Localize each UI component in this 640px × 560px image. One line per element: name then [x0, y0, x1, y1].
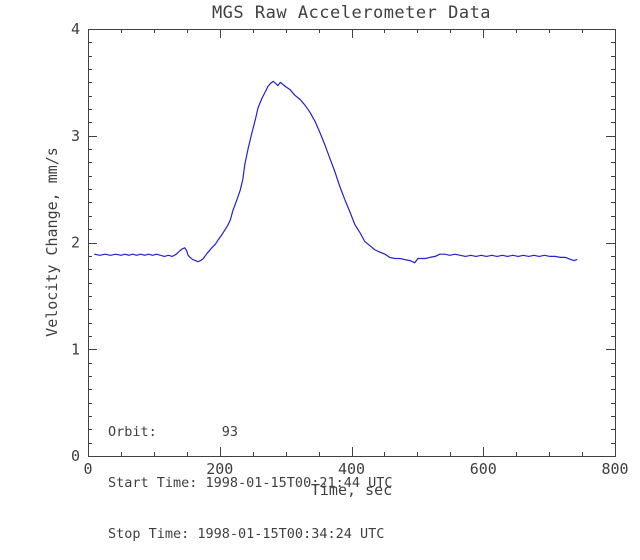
series-layer — [93, 80, 578, 264]
y-axis-title: Velocity Change, mm/s — [43, 147, 61, 337]
annotation-block: Orbit: 93 Start Time: 1998-01-15T00:21:4… — [108, 390, 392, 560]
y-tick-label: 0 — [71, 447, 80, 465]
x-axis-title: Time, sec — [310, 481, 393, 499]
axes-layer — [88, 29, 616, 457]
stop-time-annotation: Stop Time: 1998-01-15T00:34:24 UTC — [108, 526, 385, 542]
y-tick-label: 4 — [71, 20, 80, 38]
y-tick-label: 2 — [71, 234, 80, 252]
x-tick-label: 200 — [206, 460, 233, 478]
y-tick-label: 3 — [71, 127, 80, 145]
data-series-line — [93, 80, 578, 264]
x-tick-label: 800 — [601, 460, 628, 478]
tick-label-layer: 0 200 400 600 800 0 1 2 3 4 — [71, 20, 629, 478]
x-tick-label: 400 — [338, 460, 365, 478]
accelerometer-chart: 0 200 400 600 800 0 1 2 3 4 — [71, 20, 629, 478]
x-tick-label: 600 — [470, 460, 497, 478]
y-tick-label: 1 — [71, 340, 80, 358]
x-tick-label: 0 — [83, 460, 92, 478]
orbit-annotation: Orbit: 93 — [108, 424, 239, 440]
chart-title: MGS Raw Accelerometer Data — [211, 3, 492, 23]
start-time-annotation: Start Time: 1998-01-15T00:21:44 UTC — [108, 475, 393, 491]
